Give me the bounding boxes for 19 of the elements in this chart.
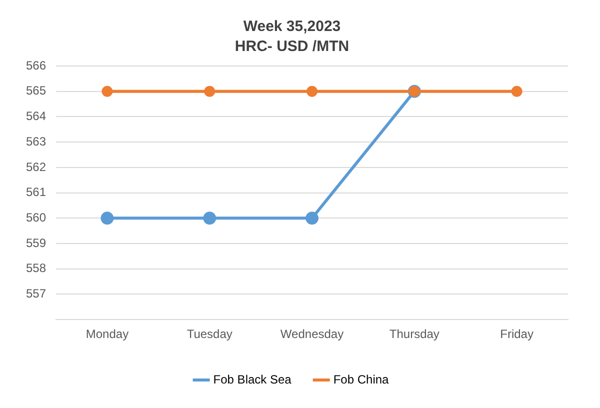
legend-label: Fob China <box>333 372 390 386</box>
y-tick-label: 563 <box>26 134 46 148</box>
y-tick-label: 566 <box>26 58 46 72</box>
y-tick-label: 561 <box>26 185 46 200</box>
chart-subtitle: HRC- USD /MTN <box>234 38 350 56</box>
x-tick-label: Monday <box>86 327 129 342</box>
y-tick-label: 565 <box>26 84 46 98</box>
x-tick-label: Wednesday <box>280 327 344 342</box>
y-tick-label: 562 <box>26 160 46 174</box>
y-tick-label: 559 <box>26 236 46 250</box>
x-tick-label: Tuesday <box>186 327 232 342</box>
y-tick-label: 560 <box>26 210 46 224</box>
y-tick-label: 557 <box>26 286 46 301</box>
x-tick-label: Thursday <box>389 327 440 342</box>
y-tick-label: 564 <box>26 109 46 124</box>
chart-title: Week 35,2023 <box>243 18 341 36</box>
legend-label: Fob Black Sea <box>213 372 292 386</box>
x-tick-label: Friday <box>500 327 534 342</box>
y-tick-label: 558 <box>26 261 46 276</box>
